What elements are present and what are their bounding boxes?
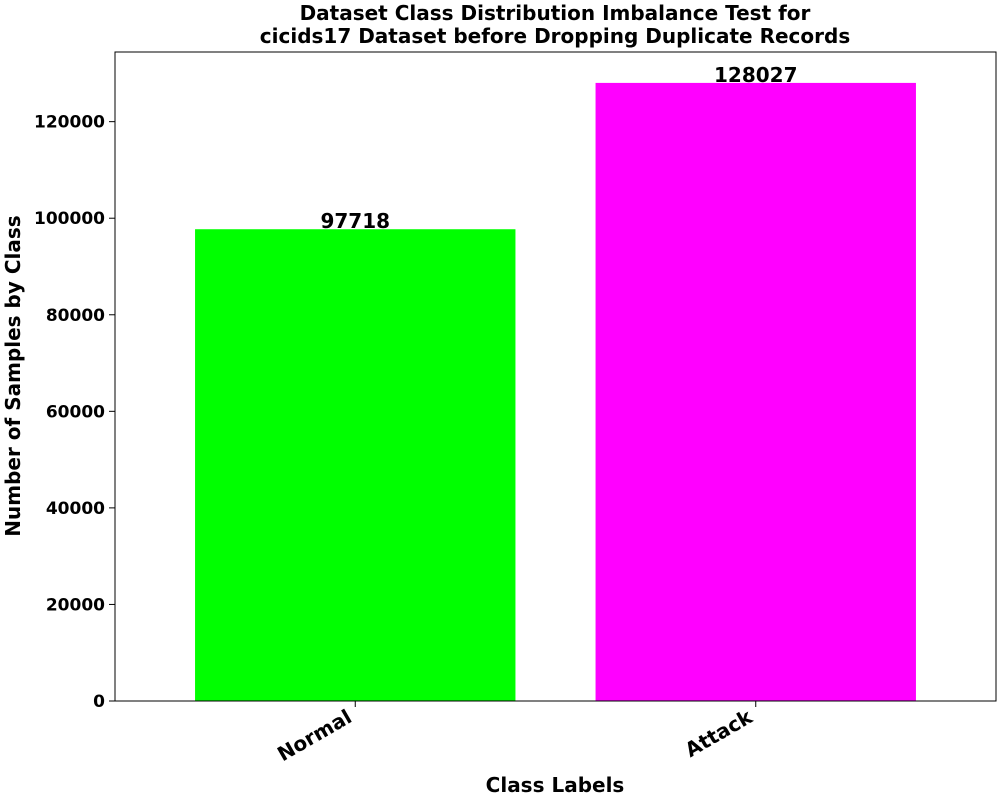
y-tick-label: 20000: [46, 595, 105, 615]
y-tick-label: 60000: [46, 402, 105, 422]
data-label-normal: 97718: [320, 209, 390, 233]
bar-attack: [595, 82, 916, 702]
y-tick-label: 0: [93, 692, 105, 712]
plot-frame: [114, 51, 997, 702]
x-tick-label-attack: Attack: [681, 704, 757, 762]
bar-normal: [195, 229, 516, 701]
y-tick-label: 120000: [34, 113, 105, 133]
chart-title-line-2: cicids17 Dataset before Dropping Duplica…: [260, 24, 850, 48]
x-axis-label: Class Labels: [486, 773, 625, 797]
y-tick-label: 40000: [46, 499, 105, 519]
data-label-attack: 128027: [714, 63, 798, 87]
x-tick-label-normal: Normal: [273, 705, 356, 767]
bars: 97718 128027: [195, 63, 916, 702]
y-axis-label: Number of Samples by Class: [1, 215, 25, 536]
x-axis-ticks: Normal Attack: [273, 701, 757, 766]
y-axis-ticks: 0 20000 40000 60000 80000 100000 120000: [34, 113, 115, 712]
chart-title-line-1: Dataset Class Distribution Imbalance Tes…: [300, 1, 811, 25]
y-tick-label: 100000: [34, 209, 105, 229]
y-tick-label: 80000: [46, 306, 105, 326]
